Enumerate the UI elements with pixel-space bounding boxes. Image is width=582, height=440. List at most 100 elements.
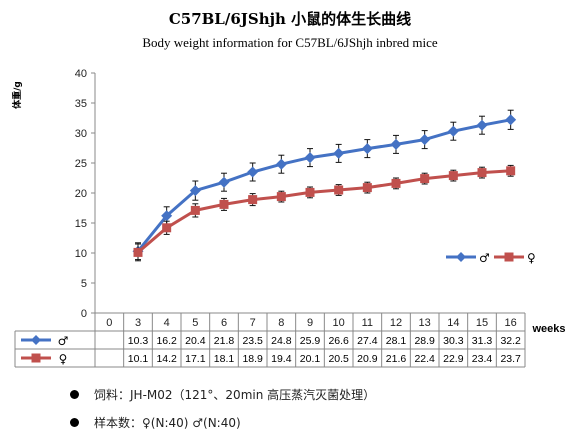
x-tick-label: 3 — [135, 317, 141, 329]
data-label: 14.2 — [156, 353, 177, 365]
series-line — [136, 118, 511, 253]
data-point — [419, 134, 431, 146]
data-point — [506, 166, 516, 176]
data-label: 22.4 — [414, 353, 435, 365]
data-point — [275, 158, 287, 170]
data-label: 18.1 — [214, 353, 235, 365]
table-key-marker — [31, 335, 41, 345]
data-point — [304, 152, 316, 164]
data-point — [247, 166, 259, 178]
x-tick-label: 4 — [164, 317, 170, 329]
series-line — [137, 169, 511, 254]
x-tick-label: 15 — [476, 317, 488, 329]
table-key-marker — [31, 353, 41, 363]
data-label: 20.5 — [328, 353, 349, 365]
chart-subtitle: Body weight information for C57BL/6JShjh… — [142, 35, 438, 50]
data-label: 18.9 — [242, 353, 263, 365]
y-tick-label: 30 — [75, 128, 87, 140]
x-tick-label: 8 — [278, 317, 284, 329]
data-point — [447, 125, 459, 137]
series-layer — [132, 109, 517, 262]
note-sample-size: 样本数：♀(N:40) ♂(N:40) — [70, 412, 375, 434]
data-label: 23.4 — [472, 353, 493, 365]
legend-marker — [504, 252, 514, 262]
legend-label: ♂ — [479, 251, 490, 265]
data-point — [390, 138, 402, 150]
legend: ♂ ♀ — [446, 251, 536, 265]
data-label: 25.9 — [300, 335, 321, 347]
data-label: 32.2 — [500, 335, 521, 347]
data-point — [476, 119, 488, 131]
data-label: 20.4 — [185, 335, 206, 347]
data-label: 31.3 — [472, 335, 493, 347]
data-label: 21.6 — [386, 353, 407, 365]
data-point — [248, 195, 258, 205]
bullet-icon — [70, 418, 79, 427]
data-point — [505, 114, 517, 126]
data-point — [162, 223, 172, 233]
x-tick-label: 7 — [250, 317, 256, 329]
data-point — [305, 187, 315, 197]
data-label: 27.4 — [357, 335, 378, 347]
data-label: 20.1 — [300, 353, 321, 365]
y-tick-label: 10 — [75, 248, 87, 260]
x-tick-label: 11 — [362, 317, 373, 329]
data-point — [276, 192, 286, 202]
data-label: 19.4 — [271, 353, 292, 365]
legend-marker — [456, 252, 466, 262]
note-feed-text: 饲料：JH-M02（121°、20min 高压蒸汽灭菌处理） — [94, 388, 376, 402]
note-sample-size-text: 样本数：♀(N:40) ♂(N:40) — [94, 416, 241, 430]
x-tick-label: 16 — [505, 317, 517, 329]
data-point — [420, 174, 430, 184]
data-label: 10.1 — [128, 353, 149, 365]
data-point — [219, 199, 229, 209]
data-label: 26.6 — [328, 335, 349, 347]
y-tick-label: 25 — [75, 158, 87, 170]
table-key-label: ♂ — [58, 334, 69, 348]
data-point — [361, 143, 373, 155]
legend-label: ♀ — [527, 251, 536, 265]
x-tick-label: 5 — [192, 317, 198, 329]
x-tick-label: 10 — [333, 317, 345, 329]
notes: 饲料：JH-M02（121°、20min 高压蒸汽灭菌处理） 样本数：♀(N:4… — [70, 384, 375, 440]
data-table: 0 3 4 5 6 7 8 9 10 11 12 13 14 15 16 10.3 16.2 20.4 21.8 23… — [14, 312, 526, 368]
bullet-icon — [70, 390, 79, 399]
data-point — [161, 210, 173, 222]
data-point — [189, 185, 201, 197]
data-label: 23.7 — [500, 353, 521, 365]
data-label: 28.9 — [414, 335, 435, 347]
table-key-label: ♀ — [59, 352, 68, 366]
data-point — [133, 247, 143, 257]
data-point — [448, 171, 458, 181]
data-label: 24.8 — [271, 335, 292, 347]
data-label: 30.3 — [443, 335, 464, 347]
y-tick-label: 40 — [75, 68, 87, 80]
y-tick-label: 5 — [81, 278, 87, 290]
y-tick-label: 15 — [75, 218, 87, 230]
data-point — [333, 147, 345, 159]
x-tick-label: 9 — [307, 317, 313, 329]
y-tick-label: 20 — [75, 188, 87, 200]
data-point — [391, 178, 401, 188]
y-tick-label: 0 — [81, 308, 87, 320]
x-tick-label: 12 — [390, 317, 402, 329]
x-axis-label: weeks — [531, 323, 565, 335]
chart-title: C57BL/6JShjh 小鼠的体生长曲线 — [169, 10, 411, 28]
data-label: 17.1 — [185, 353, 206, 365]
growth-chart: C57BL/6JShjh 小鼠的体生长曲线 Body weight inform… — [11, 10, 566, 368]
data-label: 28.1 — [386, 335, 407, 347]
data-label: 10.3 — [128, 335, 149, 347]
x-tick-label: 14 — [447, 317, 459, 329]
data-label: 23.5 — [242, 335, 263, 347]
y-axis-label: 体重/g — [11, 81, 23, 109]
data-point — [218, 176, 230, 188]
data-point — [477, 168, 487, 178]
x-tick-label: 0 — [106, 317, 112, 329]
data-label: 16.2 — [156, 335, 177, 347]
data-point — [334, 185, 344, 195]
x-tick-label: 6 — [221, 317, 227, 329]
data-point — [362, 183, 372, 193]
data-label: 20.9 — [357, 353, 378, 365]
x-tick-label: 13 — [419, 317, 431, 329]
data-label: 21.8 — [214, 335, 235, 347]
